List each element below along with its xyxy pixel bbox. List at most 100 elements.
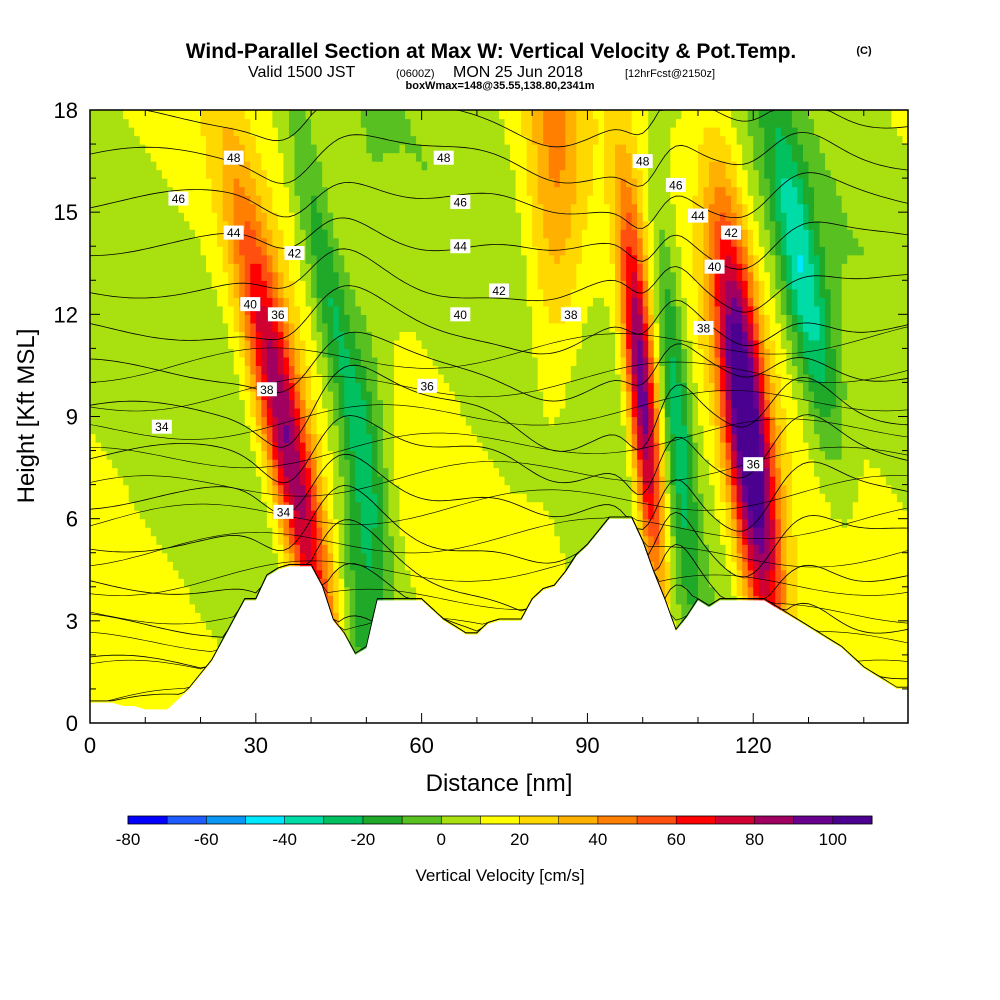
velocity-cell <box>150 629 157 639</box>
velocity-cell <box>377 186 384 196</box>
velocity-cell <box>427 339 434 349</box>
velocity-cell <box>156 212 163 222</box>
velocity-cell <box>300 373 307 384</box>
velocity-cell <box>244 203 251 213</box>
velocity-cell <box>366 280 373 290</box>
velocity-cell <box>172 305 180 315</box>
velocity-cell <box>333 212 340 222</box>
velocity-cell <box>399 271 406 281</box>
velocity-cell <box>106 288 113 298</box>
velocity-cell <box>454 161 461 171</box>
velocity-cell <box>150 373 157 384</box>
velocity-cell <box>189 493 196 503</box>
velocity-cell <box>443 161 450 171</box>
velocity-cell <box>217 416 224 426</box>
velocity-cell <box>283 476 290 486</box>
velocity-cell <box>305 220 312 230</box>
velocity-cell <box>305 476 312 486</box>
velocity-cell <box>449 416 456 426</box>
velocity-cell <box>288 161 296 171</box>
velocity-cell <box>393 322 401 332</box>
velocity-cell <box>200 144 207 154</box>
velocity-cell <box>338 263 345 273</box>
velocity-cell <box>410 186 417 196</box>
velocity-cell <box>206 339 213 349</box>
velocity-cell <box>316 356 323 367</box>
velocity-cell <box>399 518 406 528</box>
velocity-cell <box>266 544 273 554</box>
velocity-cell <box>106 373 113 384</box>
velocity-cell <box>217 297 224 307</box>
velocity-cell <box>145 118 152 128</box>
velocity-cell <box>189 186 196 196</box>
velocity-cell <box>416 263 423 273</box>
velocity-cell <box>382 586 390 596</box>
velocity-cell <box>460 578 467 588</box>
velocity-cell <box>305 493 312 503</box>
velocity-cell <box>128 459 135 469</box>
velocity-cell <box>316 450 323 460</box>
velocity-cell <box>156 612 163 622</box>
velocity-cell <box>106 314 113 324</box>
velocity-cell <box>333 288 340 298</box>
velocity-cell <box>112 305 119 315</box>
velocity-cell <box>360 569 367 579</box>
velocity-cell <box>416 476 423 486</box>
velocity-cell <box>366 305 373 315</box>
velocity-cell <box>443 603 450 613</box>
velocity-cell <box>344 586 351 596</box>
velocity-cell <box>272 373 279 384</box>
velocity-cell <box>172 118 180 128</box>
velocity-cell <box>366 186 373 196</box>
velocity-cell <box>178 578 185 588</box>
velocity-cell <box>349 220 356 230</box>
velocity-cell <box>128 688 135 699</box>
velocity-cell <box>344 229 351 239</box>
velocity-cell <box>438 144 445 154</box>
velocity-cell <box>200 459 207 469</box>
velocity-cell <box>195 399 202 409</box>
velocity-cell <box>217 442 224 452</box>
velocity-cell <box>195 229 202 239</box>
velocity-cell <box>233 467 240 477</box>
velocity-cell <box>123 467 130 477</box>
velocity-cell <box>388 416 395 426</box>
velocity-cell <box>382 425 390 435</box>
velocity-cell <box>128 220 135 230</box>
velocity-cell <box>123 637 130 647</box>
velocity-cell <box>438 365 445 375</box>
velocity-cell <box>167 442 174 452</box>
velocity-cell <box>244 178 251 188</box>
velocity-cell <box>233 544 240 554</box>
velocity-cell <box>277 339 285 349</box>
velocity-cell <box>266 212 273 222</box>
velocity-cell <box>239 237 246 247</box>
velocity-cell <box>167 629 174 639</box>
velocity-cell <box>460 442 467 452</box>
velocity-cell <box>432 305 439 315</box>
velocity-cell <box>101 527 108 537</box>
velocity-cell <box>272 450 279 460</box>
velocity-cell <box>338 305 345 315</box>
velocity-cell <box>101 544 108 554</box>
velocity-cell <box>101 476 108 486</box>
velocity-cell <box>432 314 439 324</box>
velocity-cell <box>421 339 428 349</box>
velocity-cell <box>460 152 467 162</box>
velocity-cell <box>294 527 301 537</box>
velocity-cell <box>294 510 301 520</box>
velocity-cell <box>405 110 412 120</box>
velocity-cell <box>90 416 97 426</box>
velocity-cell <box>106 450 113 460</box>
velocity-cell <box>117 331 124 341</box>
velocity-cell <box>443 288 450 298</box>
velocity-cell <box>206 169 213 179</box>
velocity-cell <box>228 348 235 358</box>
velocity-cell <box>233 127 240 137</box>
velocity-cell <box>382 348 390 358</box>
velocity-cell <box>261 373 268 384</box>
velocity-cell <box>117 118 124 128</box>
velocity-cell <box>438 373 445 384</box>
velocity-cell <box>106 603 113 613</box>
velocity-cell <box>405 280 412 290</box>
